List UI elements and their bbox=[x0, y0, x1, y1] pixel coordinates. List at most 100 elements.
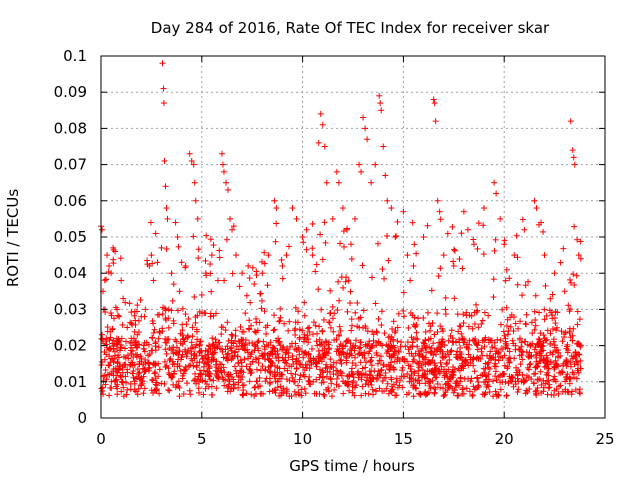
data-point bbox=[424, 309, 431, 316]
data-point bbox=[320, 316, 327, 323]
data-point bbox=[460, 320, 467, 327]
data-point bbox=[349, 365, 356, 372]
data-point bbox=[541, 316, 548, 323]
data-point bbox=[172, 336, 179, 343]
data-point bbox=[169, 374, 176, 381]
data-point bbox=[499, 370, 506, 377]
data-point bbox=[430, 369, 437, 376]
data-point bbox=[198, 291, 205, 298]
data-point bbox=[339, 205, 346, 212]
data-point bbox=[310, 319, 317, 326]
data-point bbox=[245, 262, 252, 269]
data-point bbox=[536, 375, 543, 382]
data-point bbox=[570, 325, 577, 332]
data-point bbox=[360, 307, 367, 314]
data-point bbox=[344, 350, 351, 357]
data-point bbox=[141, 313, 148, 320]
data-point bbox=[261, 346, 268, 353]
data-point bbox=[118, 335, 125, 342]
data-point bbox=[551, 364, 558, 371]
data-point bbox=[380, 143, 387, 150]
data-point bbox=[495, 357, 502, 364]
data-point bbox=[141, 368, 148, 375]
data-point bbox=[148, 252, 155, 259]
data-point bbox=[328, 393, 335, 400]
data-point bbox=[558, 328, 565, 335]
data-point bbox=[384, 197, 391, 204]
data-point bbox=[374, 375, 381, 382]
data-point bbox=[411, 323, 418, 330]
data-point bbox=[224, 343, 231, 350]
data-point bbox=[105, 268, 112, 275]
data-point bbox=[225, 371, 232, 378]
data-point bbox=[317, 110, 324, 117]
data-point bbox=[565, 389, 572, 396]
data-point bbox=[390, 336, 397, 343]
data-point bbox=[319, 256, 326, 263]
data-point bbox=[276, 339, 283, 346]
data-point bbox=[474, 354, 481, 361]
data-point bbox=[237, 323, 244, 330]
data-point bbox=[440, 385, 447, 392]
data-point bbox=[577, 357, 584, 364]
data-point bbox=[503, 266, 510, 273]
data-point bbox=[327, 375, 334, 382]
data-point bbox=[119, 378, 126, 385]
data-point bbox=[307, 355, 314, 362]
data-point bbox=[203, 361, 210, 368]
data-point bbox=[117, 372, 124, 379]
data-point bbox=[407, 277, 414, 284]
data-point bbox=[360, 114, 367, 121]
data-point bbox=[450, 246, 457, 253]
data-point bbox=[114, 381, 121, 388]
data-point bbox=[128, 320, 135, 327]
data-point bbox=[533, 349, 540, 356]
data-point bbox=[188, 157, 195, 164]
data-point bbox=[130, 374, 137, 381]
data-point bbox=[348, 322, 355, 329]
data-point bbox=[223, 355, 230, 362]
data-point bbox=[419, 366, 426, 373]
data-point bbox=[471, 368, 478, 375]
data-point bbox=[437, 359, 444, 366]
data-point bbox=[293, 365, 300, 372]
data-point bbox=[420, 372, 427, 379]
data-point bbox=[435, 273, 442, 280]
y-tick-label: 0.04 bbox=[54, 264, 87, 282]
data-point bbox=[99, 226, 106, 233]
data-point bbox=[426, 343, 433, 350]
data-point bbox=[133, 353, 140, 360]
data-point bbox=[111, 352, 118, 359]
data-point bbox=[114, 369, 121, 376]
data-point bbox=[501, 362, 508, 369]
data-point bbox=[260, 390, 267, 397]
data-point bbox=[424, 375, 431, 382]
data-point bbox=[398, 373, 405, 380]
data-point bbox=[420, 234, 427, 240]
data-point bbox=[434, 347, 441, 354]
data-point bbox=[166, 387, 173, 394]
data-point bbox=[492, 373, 499, 380]
data-point bbox=[560, 245, 567, 252]
data-point bbox=[467, 356, 474, 363]
data-point bbox=[160, 304, 167, 311]
data-point bbox=[168, 374, 175, 381]
data-point bbox=[129, 347, 136, 354]
data-point bbox=[477, 372, 484, 379]
data-point bbox=[397, 343, 404, 350]
data-point bbox=[202, 257, 209, 264]
data-point bbox=[362, 323, 369, 330]
data-point bbox=[336, 383, 343, 390]
data-point bbox=[484, 361, 491, 368]
data-point bbox=[283, 388, 290, 395]
data-point bbox=[530, 380, 537, 387]
data-point bbox=[339, 349, 346, 356]
data-point bbox=[297, 372, 304, 379]
data-point bbox=[410, 335, 417, 342]
data-point bbox=[497, 337, 504, 344]
data-point bbox=[471, 320, 478, 327]
data-point bbox=[352, 215, 359, 222]
data-point bbox=[434, 380, 441, 387]
data-point bbox=[362, 364, 369, 371]
data-point bbox=[119, 321, 126, 328]
